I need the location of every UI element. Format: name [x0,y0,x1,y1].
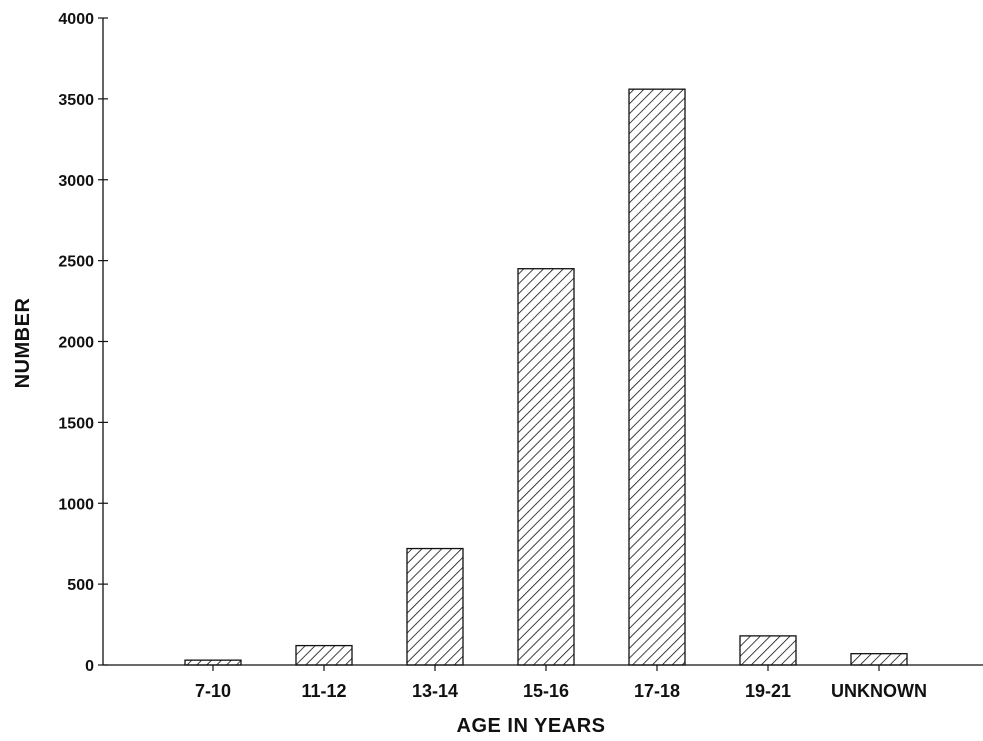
bar [406,547,464,666]
x-tick-label: 7-10 [195,681,231,701]
y-tick-label: 2000 [58,335,94,352]
y-tick-label: 1500 [58,415,94,432]
y-tick-label: 4000 [58,11,94,28]
y-axis-title: NUMBER [12,298,34,389]
x-tick-label: 13-14 [412,681,458,701]
bar [739,635,797,666]
bar [517,268,575,666]
x-tick-label: UNKNOWN [831,681,927,701]
x-axis: 7-10 11-12 13-14 15-16 17-18 19-21 UNKNOWN [103,664,983,701]
bar [850,653,908,666]
y-tick-label: 1000 [58,496,94,513]
y-tick-label: 3000 [58,173,94,190]
x-tick-label: 11-12 [301,681,346,701]
bar [184,659,242,666]
x-tick-label: 15-16 [523,681,569,701]
bar [295,644,353,666]
x-axis-title: AGE IN YEARS [457,715,606,737]
y-tick-label: 500 [67,577,94,594]
y-axis: 0 500 1000 1500 2000 2500 3000 3500 4000 [58,11,108,675]
bar [628,88,686,666]
y-tick-label: 3500 [58,92,94,109]
x-tick-label: 19-21 [745,681,791,701]
y-tick-label: 2500 [58,254,94,271]
x-tick-label: 17-18 [634,681,680,701]
y-tick-label: 0 [85,658,94,675]
bars [184,88,908,666]
